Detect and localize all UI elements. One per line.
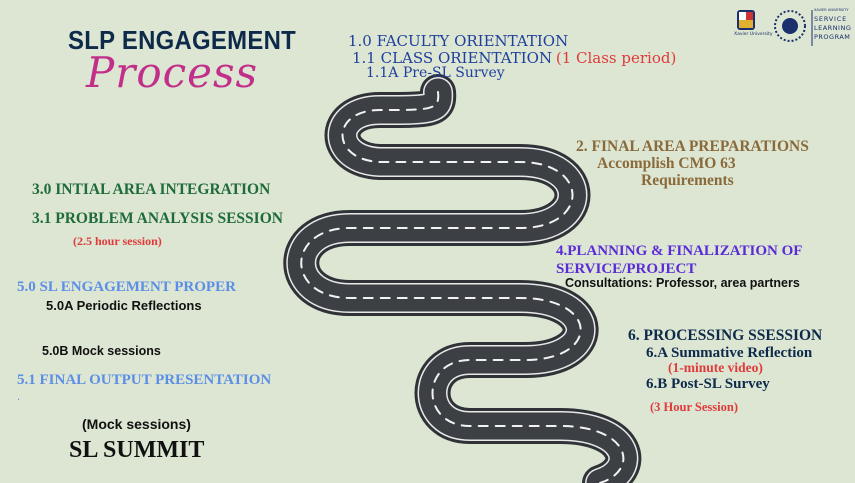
step-6a: 6.A Summative Reflection [646,345,813,361]
program-line-3: PROGRAM [814,33,851,41]
step-5-1-dot: . [17,392,21,403]
step-5-0a: 5.0A Periodic Reflections [46,298,202,313]
step-1-1-line: 1.1 CLASS ORIENTATION (1 Class period) [352,50,676,68]
logo-group: Xavier University XAVIER UNIVERSITY SERV… [734,8,852,50]
program-small-caption: XAVIER UNIVERSITY [814,8,849,12]
step-1-1a: 1.1A Pre-SL Survey [366,65,505,81]
step-5-1: 5.1 FINAL OUTPUT PRESENTATION [17,372,272,388]
step-1-1: 1.1 CLASS ORIENTATION [352,49,553,67]
step-4-line-1: 4.PLANNING & FINALIZATION OF [556,243,803,259]
mock-sessions-label: (Mock sessions) [82,416,191,432]
step-6: 6. PROCESSING SSESSION [628,327,823,344]
step-2: 2. FINAL AREA PREPARATIONS [576,138,809,155]
university-caption: Xavier University [734,32,773,37]
step-5-0: 5.0 SL ENGAGEMENT PROPER [17,279,236,295]
step-5-0b: 5.0B Mock sessions [42,344,161,358]
step-3-0: 3.0 INTIAL AREA INTEGRATION [32,181,271,198]
step-6-note: (3 Hour Session) [650,400,738,414]
step-3-1-note: (2.5 hour session) [73,234,162,248]
title-main: SLP ENGAGEMENT [68,25,297,55]
step-2-line-2: Accomplish CMO 63 [597,155,736,172]
step-6b: 6.B Post-SL Survey [646,376,770,392]
step-2-line-3: Requirements [641,172,734,189]
step-1-0: 1.0 FACULTY ORIENTATION [348,32,569,50]
road-center-dashes [300,91,625,483]
program-line-1: SERVICE [814,15,848,23]
step-1-1-note: (1 Class period) [555,49,677,67]
step-3-1: 3.1 PROBLEM ANALYSIS SESSION [32,210,283,227]
title-script: Process [86,48,259,97]
university-seal-icon [737,10,813,46]
step-4-line-2: SERVICE/PROJECT [556,261,697,277]
sl-summit-label: SL SUMMIT [69,437,205,463]
program-line-2: LEARNING [814,24,852,32]
step-4-note: Consultations: Professor, area partners [565,276,800,290]
step-6a-note: (1-minute video) [668,360,763,375]
